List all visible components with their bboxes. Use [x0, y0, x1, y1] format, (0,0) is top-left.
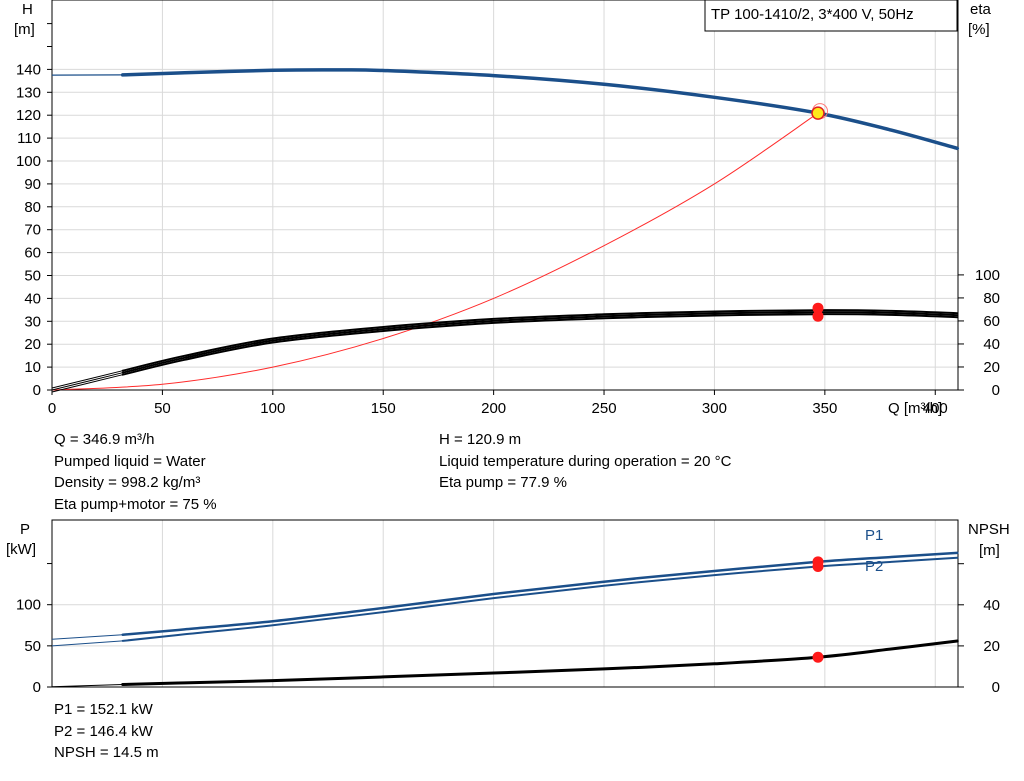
system-curve [51, 112, 819, 391]
top-left-axis-label-2: [m] [14, 21, 35, 38]
top-left-tick-label: 10 [24, 359, 41, 376]
head-curve [120, 68, 960, 151]
bottom-right-axis-label-1: NPSH [968, 521, 1010, 538]
bottom-right-tick-label: 40 [983, 597, 1000, 614]
npsh-readout: NPSH = 14.5 m [54, 744, 159, 761]
chart-title-box [704, 0, 958, 32]
x-tick-label: 0 [48, 400, 56, 417]
x-axis-label: Q [m³/h] [888, 400, 942, 417]
bottom-right-tick-label: 0 [992, 679, 1000, 696]
temperature-readout: Liquid temperature during operation = 20… [439, 452, 732, 470]
head-operating-point [811, 106, 825, 120]
eta-total-readout: Eta pump+motor = 75 % [54, 495, 217, 513]
npsh-curve [121, 639, 959, 686]
bottom-left-tick-label: 100 [16, 597, 41, 614]
x-tick-label: 400 [923, 400, 948, 417]
top-left-tick-label: 0 [33, 382, 41, 399]
top-left-tick-label: 120 [16, 107, 41, 124]
efficiency-operating-point [812, 310, 824, 322]
bottom-plot-frame [51, 519, 959, 688]
readout-bottom: P1 = 152.1 kW P2 = 146.4 kW NPSH = 14.5 … [54, 699, 159, 764]
efficiency-curve [121, 309, 959, 372]
top-left-tick-label: 20 [24, 336, 41, 353]
top-left-tick-label: 70 [24, 222, 41, 239]
liquid-readout: Pumped liquid = Water [54, 452, 206, 470]
top-right-tick-label: 40 [983, 336, 1000, 353]
efficiency-curve [121, 311, 959, 374]
top-right-tick-label: 80 [983, 290, 1000, 307]
bottom-right-axis-label-2: [m] [979, 542, 1000, 559]
x-tick-label: 50 [154, 400, 171, 417]
head-readout: H = 120.9 m [439, 431, 522, 448]
density-readout: Density = 998.2 kg/m³ [54, 474, 201, 491]
top-left-tick-label: 130 [16, 84, 41, 101]
chart-title: TP 100-1410/2, 3*400 V, 50Hz [711, 6, 914, 23]
top-left-tick-label: 50 [24, 268, 41, 285]
x-tick-label: 100 [260, 400, 285, 417]
x-tick-label: 350 [812, 400, 837, 417]
bottom-right-tick-label: 20 [983, 638, 1000, 655]
top-plot-frame [51, 0, 959, 391]
x-tick-label: 300 [702, 400, 727, 417]
top-left-tick-label: 90 [24, 176, 41, 193]
efficiency-curve [121, 313, 959, 376]
efficiency-curve-extrapolated [51, 374, 123, 393]
efficiency-curve-extrapolated [51, 370, 123, 389]
bottom-left-axis-label-1: P [20, 521, 30, 538]
p2-curve-extrapolated [51, 640, 123, 647]
readout-left: Q = 346.9 m³/h Pumped liquid = Water Den… [54, 429, 217, 515]
x-tick-label: 150 [371, 400, 396, 417]
eta-pump-readout: Eta pump = 77.9 % [439, 474, 567, 491]
p1-curve [121, 551, 959, 636]
top-left-tick-label: 30 [24, 313, 41, 330]
top-chart-series [51, 68, 960, 393]
p1-readout: P1 = 152.1 kW [54, 701, 153, 718]
bottom-chart-grid [52, 520, 958, 687]
bottom-chart-axes: 0 50 100 0 20 40 [16, 563, 1000, 696]
top-left-tick-label: 40 [24, 290, 41, 307]
top-left-tick-label: 100 [16, 153, 41, 170]
efficiency-operating-point [812, 302, 824, 314]
top-left-tick-label: 140 [16, 61, 41, 78]
top-right-tick-label: 20 [983, 359, 1000, 376]
npsh-curve-extrapolated [51, 684, 123, 688]
top-left-tick-label: 110 [17, 130, 41, 147]
top-right-axis-label-1: eta [970, 1, 992, 18]
p2-operating-point [812, 561, 824, 573]
efficiency-curve-extrapolated [51, 372, 123, 391]
legend-p1-label: P1 [865, 527, 883, 544]
x-tick-label: 250 [592, 400, 617, 417]
npsh-operating-point [812, 651, 824, 663]
x-tick-label: 200 [481, 400, 506, 417]
top-chart-axes: 0 50 100 150 200 250 300 350 4000102030405060708… [16, 23, 1000, 417]
top-left-axis-label-1: H [22, 1, 33, 18]
bottom-left-tick-label: 0 [33, 679, 41, 696]
readout-right: H = 120.9 m Liquid temperature during op… [439, 429, 731, 494]
top-left-tick-label: 80 [24, 199, 41, 216]
p2-curve [121, 556, 959, 642]
bottom-left-axis-label-2: [kW] [6, 541, 36, 558]
top-right-tick-label: 0 [992, 382, 1000, 399]
p1-curve-extrapolated [51, 634, 123, 640]
top-right-axis-label-2: [%] [968, 21, 990, 38]
top-right-tick-label: 100 [975, 267, 1000, 284]
p2-readout: P2 = 146.4 kW [54, 722, 153, 740]
top-right-tick-label: 60 [983, 313, 1000, 330]
top-left-tick-label: 60 [24, 245, 41, 262]
legend-p2-label: P2 [865, 558, 883, 575]
top-chart-grid [52, 0, 958, 390]
bottom-chart-series [51, 551, 959, 688]
bottom-left-tick-label: 50 [24, 638, 41, 655]
flow-readout: Q = 346.9 m³/h [54, 431, 155, 448]
